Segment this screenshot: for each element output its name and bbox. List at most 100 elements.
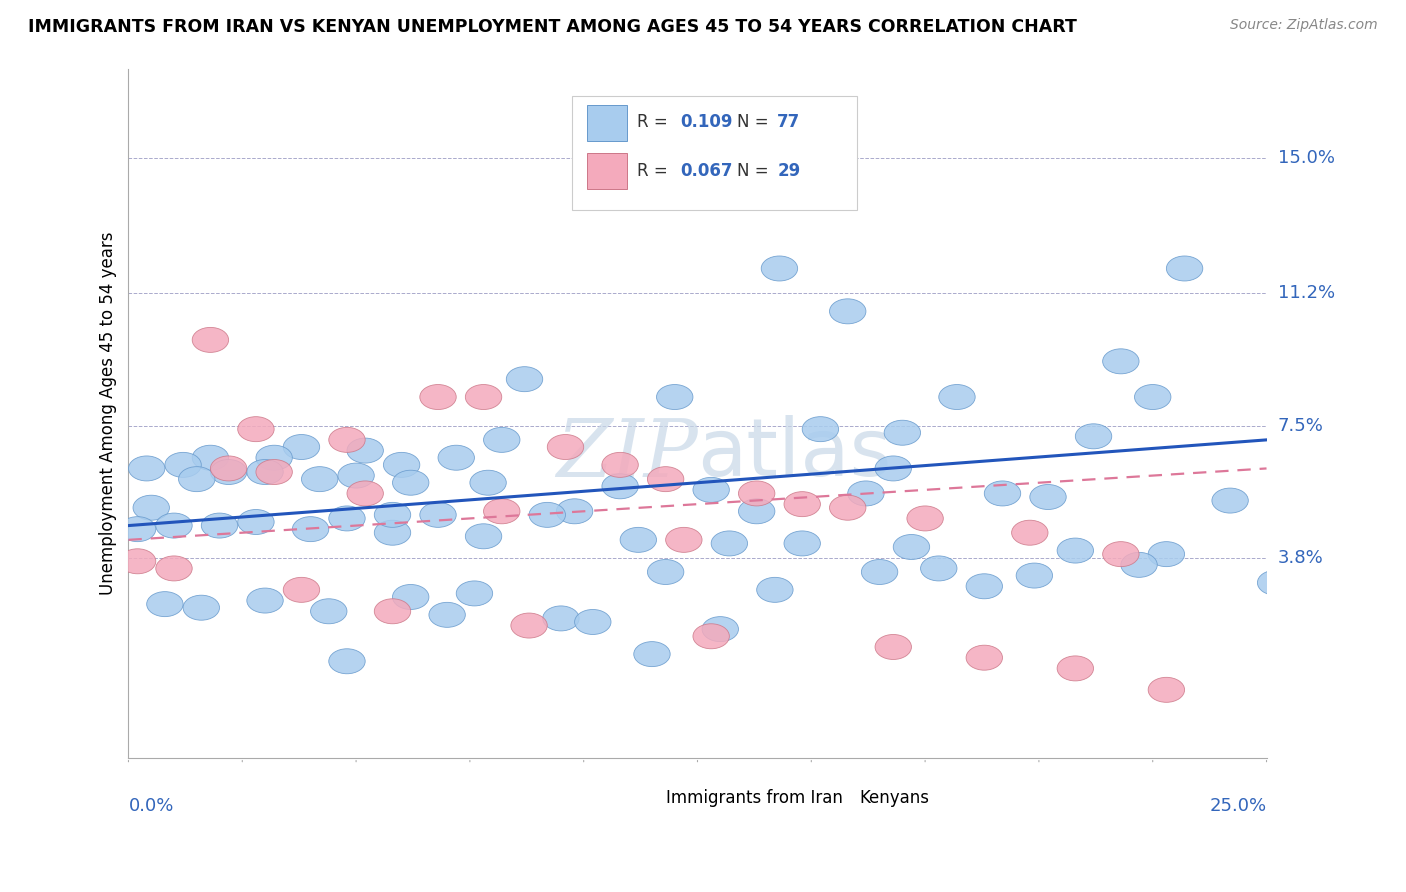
Ellipse shape bbox=[179, 467, 215, 491]
Ellipse shape bbox=[247, 588, 283, 613]
Ellipse shape bbox=[702, 616, 738, 641]
Ellipse shape bbox=[602, 474, 638, 499]
Text: R =: R = bbox=[637, 113, 673, 131]
Text: 15.0%: 15.0% bbox=[1278, 149, 1334, 167]
Ellipse shape bbox=[803, 417, 838, 442]
FancyBboxPatch shape bbox=[572, 96, 856, 210]
Ellipse shape bbox=[756, 577, 793, 602]
Text: Kenyans: Kenyans bbox=[859, 789, 929, 807]
Text: atlas: atlas bbox=[697, 416, 891, 493]
Ellipse shape bbox=[830, 299, 866, 324]
Ellipse shape bbox=[647, 467, 683, 491]
Ellipse shape bbox=[420, 502, 456, 527]
Ellipse shape bbox=[384, 452, 420, 477]
Ellipse shape bbox=[647, 559, 683, 584]
Ellipse shape bbox=[193, 327, 229, 352]
Ellipse shape bbox=[329, 427, 366, 452]
Text: Source: ZipAtlas.com: Source: ZipAtlas.com bbox=[1230, 18, 1378, 32]
Ellipse shape bbox=[1102, 349, 1139, 374]
FancyBboxPatch shape bbox=[806, 788, 851, 809]
Ellipse shape bbox=[875, 456, 911, 481]
Ellipse shape bbox=[966, 645, 1002, 670]
Ellipse shape bbox=[392, 470, 429, 495]
Ellipse shape bbox=[921, 556, 957, 581]
Text: 29: 29 bbox=[778, 161, 800, 179]
Ellipse shape bbox=[193, 445, 229, 470]
Ellipse shape bbox=[301, 467, 337, 491]
Ellipse shape bbox=[848, 481, 884, 506]
Ellipse shape bbox=[1102, 541, 1139, 566]
Ellipse shape bbox=[1149, 677, 1185, 702]
Ellipse shape bbox=[465, 384, 502, 409]
Ellipse shape bbox=[183, 595, 219, 620]
Ellipse shape bbox=[120, 516, 156, 541]
Ellipse shape bbox=[211, 459, 247, 484]
Ellipse shape bbox=[374, 599, 411, 624]
Ellipse shape bbox=[256, 445, 292, 470]
Ellipse shape bbox=[156, 556, 193, 581]
Ellipse shape bbox=[165, 452, 201, 477]
Ellipse shape bbox=[392, 584, 429, 609]
Text: 7.5%: 7.5% bbox=[1278, 417, 1323, 434]
Ellipse shape bbox=[543, 606, 579, 631]
Ellipse shape bbox=[420, 384, 456, 409]
Text: IMMIGRANTS FROM IRAN VS KENYAN UNEMPLOYMENT AMONG AGES 45 TO 54 YEARS CORRELATIO: IMMIGRANTS FROM IRAN VS KENYAN UNEMPLOYM… bbox=[28, 18, 1077, 36]
Ellipse shape bbox=[238, 509, 274, 534]
Ellipse shape bbox=[329, 506, 366, 531]
Text: 25.0%: 25.0% bbox=[1209, 797, 1267, 814]
Ellipse shape bbox=[347, 438, 384, 463]
Ellipse shape bbox=[1294, 406, 1330, 431]
Ellipse shape bbox=[439, 445, 474, 470]
Ellipse shape bbox=[510, 613, 547, 638]
Text: N =: N = bbox=[737, 113, 775, 131]
Ellipse shape bbox=[1011, 520, 1047, 545]
Ellipse shape bbox=[1057, 656, 1094, 681]
Ellipse shape bbox=[657, 384, 693, 409]
Ellipse shape bbox=[830, 495, 866, 520]
Ellipse shape bbox=[470, 470, 506, 495]
Ellipse shape bbox=[1057, 538, 1094, 563]
Text: 77: 77 bbox=[778, 113, 800, 131]
Ellipse shape bbox=[693, 624, 730, 648]
Ellipse shape bbox=[201, 513, 238, 538]
Ellipse shape bbox=[374, 502, 411, 527]
Ellipse shape bbox=[862, 559, 898, 584]
Text: ZIP: ZIP bbox=[555, 416, 697, 493]
Ellipse shape bbox=[292, 516, 329, 541]
Ellipse shape bbox=[575, 609, 612, 634]
Ellipse shape bbox=[484, 427, 520, 452]
Ellipse shape bbox=[506, 367, 543, 392]
Ellipse shape bbox=[337, 463, 374, 488]
Ellipse shape bbox=[939, 384, 976, 409]
Ellipse shape bbox=[602, 452, 638, 477]
Ellipse shape bbox=[665, 527, 702, 552]
Ellipse shape bbox=[1076, 424, 1112, 449]
Ellipse shape bbox=[347, 481, 384, 506]
Text: R =: R = bbox=[637, 161, 673, 179]
Ellipse shape bbox=[374, 520, 411, 545]
Ellipse shape bbox=[1149, 541, 1185, 566]
Ellipse shape bbox=[693, 477, 730, 502]
Ellipse shape bbox=[893, 534, 929, 559]
Ellipse shape bbox=[283, 577, 319, 602]
Ellipse shape bbox=[984, 481, 1021, 506]
Text: 0.0%: 0.0% bbox=[128, 797, 174, 814]
Ellipse shape bbox=[1029, 484, 1066, 509]
Ellipse shape bbox=[456, 581, 492, 606]
Ellipse shape bbox=[211, 456, 247, 481]
Ellipse shape bbox=[256, 459, 292, 484]
Ellipse shape bbox=[484, 499, 520, 524]
Text: 0.109: 0.109 bbox=[681, 113, 733, 131]
Ellipse shape bbox=[907, 506, 943, 531]
Ellipse shape bbox=[738, 481, 775, 506]
Ellipse shape bbox=[1167, 256, 1202, 281]
Ellipse shape bbox=[1212, 488, 1249, 513]
Ellipse shape bbox=[547, 434, 583, 459]
Ellipse shape bbox=[620, 527, 657, 552]
Ellipse shape bbox=[329, 648, 366, 673]
Ellipse shape bbox=[247, 459, 283, 484]
FancyBboxPatch shape bbox=[612, 788, 658, 809]
Ellipse shape bbox=[529, 502, 565, 527]
Ellipse shape bbox=[120, 549, 156, 574]
Ellipse shape bbox=[884, 420, 921, 445]
